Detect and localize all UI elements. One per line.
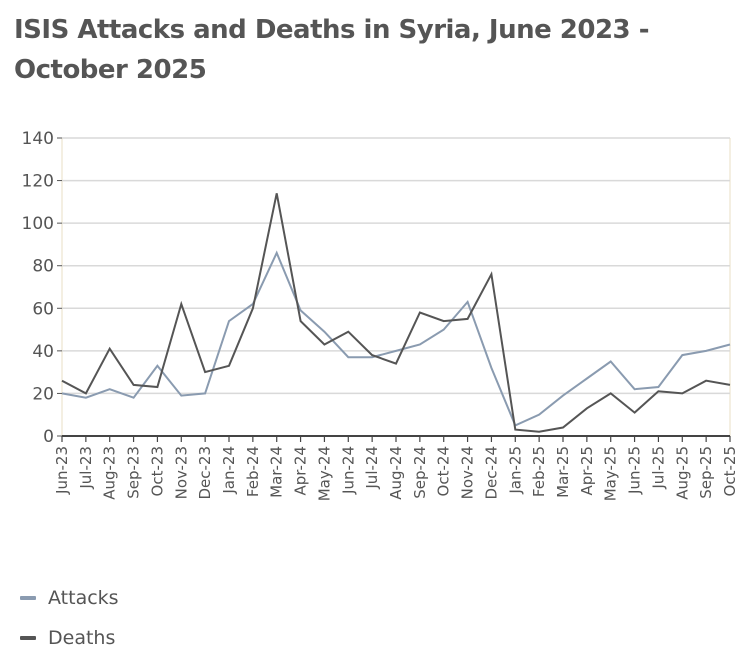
gridlines [61, 137, 731, 436]
series-lines [61, 193, 731, 433]
x-tick-label: May-24 [315, 446, 333, 501]
x-tick-label: Apr-24 [292, 446, 310, 496]
x-tick-label: Oct-23 [148, 446, 166, 496]
x-tick-label: Aug-24 [387, 446, 405, 500]
x-tick-label: Oct-24 [435, 446, 453, 496]
y-tick-label: 40 [32, 342, 54, 362]
y-tick-label: 0 [43, 427, 54, 447]
chart-title: ISIS Attacks and Deaths in Syria, June 2… [14, 15, 650, 85]
x-tick-label: Jun-24 [339, 446, 357, 495]
line-chart: 0 20 40 60 80 100 120 140 Jun-23 Jul-23 Aug-23 Sep… [22, 129, 739, 501]
series-line-deaths [61, 193, 731, 433]
y-tick-label: 120 [22, 172, 54, 192]
x-tick-label: Jan-24 [220, 446, 238, 495]
x-tick-label: Jul-25 [649, 446, 667, 490]
x-tick-label: Sep-25 [697, 446, 715, 499]
x-tick-label: Dec-24 [482, 446, 500, 500]
x-tick-label: Jan-25 [506, 446, 524, 495]
y-tick-label: 20 [32, 384, 54, 404]
x-tick-label: Dec-23 [196, 446, 214, 500]
x-tick-label: Sep-23 [125, 446, 143, 499]
deaths-swatch [20, 636, 36, 640]
x-tick-label: Oct-25 [721, 446, 739, 496]
series-line-attacks [61, 250, 731, 427]
legend-label-attacks: Attacks [48, 587, 119, 609]
y-tick-label: 140 [22, 129, 54, 149]
x-tick-label: May-25 [602, 446, 620, 501]
x-tick-label: Mar-24 [268, 446, 286, 498]
y-tick-label: 80 [32, 257, 54, 277]
x-tick-label: Jun-23 [53, 446, 71, 495]
x-tick-label: Jul-24 [363, 446, 381, 490]
y-tick-label: 100 [22, 214, 54, 234]
x-tick-label: Nov-24 [459, 446, 477, 499]
x-tick-label: Nov-23 [172, 446, 190, 499]
x-tick-label: Feb-25 [530, 446, 548, 497]
x-tick-label: Aug-25 [673, 446, 691, 500]
x-tick-label: Jul-23 [77, 446, 95, 490]
y-tick-label: 60 [32, 299, 54, 319]
legend: Attacks Deaths [20, 578, 119, 658]
x-tick-label: Jun-25 [626, 446, 644, 495]
x-tick-label: Sep-24 [411, 446, 429, 499]
legend-label-deaths: Deaths [48, 627, 116, 649]
x-axis: Jun-23 Jul-23 Aug-23 Sep-23 Oct-23 Nov-23 Dec-… [53, 435, 739, 501]
legend-item-deaths[interactable]: Deaths [20, 618, 119, 658]
x-tick-label: Aug-23 [101, 446, 119, 500]
x-tick-label: Mar-25 [554, 446, 572, 498]
x-tick-label: Apr-25 [578, 446, 596, 496]
y-axis: 0 20 40 60 80 100 120 140 [22, 129, 62, 447]
attacks-swatch [20, 596, 36, 600]
x-tick-label: Feb-24 [244, 446, 262, 497]
legend-item-attacks[interactable]: Attacks [20, 578, 119, 618]
